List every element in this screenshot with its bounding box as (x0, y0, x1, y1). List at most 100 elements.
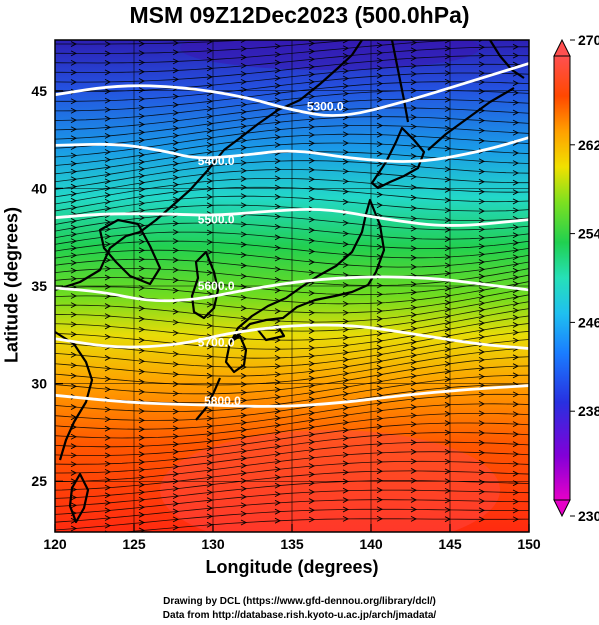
wind-arrow (410, 373, 418, 379)
wind-arrow (478, 488, 486, 495)
credit-data: Data from http://database.rish.kyoto-u.a… (162, 610, 437, 621)
streamline (55, 40, 253, 45)
wind-arrow (478, 287, 486, 294)
wind-arrow (206, 489, 214, 496)
wind-arrow (240, 62, 248, 69)
wind-arrow (376, 49, 384, 56)
wind-arrow (410, 468, 418, 474)
wind-arrow (172, 181, 180, 188)
wind-arrow (274, 450, 282, 457)
contour-5600.0 (55, 275, 529, 303)
wind-arrow (206, 47, 214, 54)
wind-arrow (308, 157, 316, 164)
wind-arrow (70, 302, 78, 309)
wind-arrow (376, 515, 384, 522)
wind-arrow (444, 332, 452, 339)
wind-arrow (138, 96, 146, 102)
wind-arrow (138, 466, 146, 473)
wind-arrow (70, 351, 78, 358)
wind-arrow (206, 149, 214, 155)
wind-arrow (478, 61, 486, 68)
colorbar-top-arrow (553, 38, 571, 57)
wind-arrow (342, 404, 350, 411)
wind-arrow (274, 43, 282, 50)
contour-label: 5700.0 (198, 336, 235, 350)
wind-arrow (104, 226, 112, 233)
wind-arrow (376, 487, 384, 494)
wind-arrow (308, 259, 316, 265)
wind-arrow (172, 229, 180, 236)
wind-arrow (444, 376, 452, 383)
wind-arrow (342, 83, 350, 89)
wind-arrow (70, 231, 78, 238)
wind-arrow (444, 319, 452, 326)
wind-arrow (172, 67, 180, 74)
wind-arrow (104, 79, 112, 85)
wind-arrow (274, 244, 282, 251)
wind-arrow (376, 423, 384, 430)
wind-arrow (206, 269, 214, 276)
wind-arrow (274, 175, 282, 182)
wind-arrow (70, 362, 78, 369)
wind-arrow (274, 517, 282, 524)
wind-arrow (410, 297, 418, 304)
wind-arrow (444, 420, 452, 426)
wind-arrow (444, 226, 452, 233)
wind-arrow (240, 315, 248, 322)
wind-arrow (512, 61, 520, 68)
wind-arrow (444, 236, 452, 243)
wind-arrow (410, 194, 418, 201)
wind-arrow (410, 318, 418, 325)
wind-arrow (342, 460, 350, 467)
coast-kyushu (224, 334, 248, 374)
wind-arrow (376, 80, 384, 87)
coast-hokkaido (370, 126, 426, 190)
wind-arrow (308, 93, 316, 100)
wind-arrow (308, 417, 316, 423)
wind-arrow (240, 231, 248, 238)
wind-arrow (206, 521, 214, 528)
wind-arrow (70, 183, 78, 190)
wind-arrow (274, 59, 282, 66)
wind-arrow (104, 178, 112, 185)
wind-arrow (444, 368, 452, 375)
wind-arrow (172, 508, 180, 515)
wind-arrow (206, 513, 214, 520)
wind-arrow (410, 153, 418, 160)
wind-arrow (274, 90, 282, 96)
wind-arrow (342, 241, 350, 248)
wind-arrow (206, 291, 214, 297)
wind-arrow (138, 214, 146, 221)
wind-arrow (104, 132, 112, 139)
wind-arrow (308, 124, 316, 130)
wind-arrow (240, 241, 248, 248)
wind-arrow (512, 322, 520, 328)
coast-china-south (55, 331, 94, 461)
wind-arrow (342, 131, 350, 138)
wind-arrow (138, 337, 146, 344)
wind-arrow (410, 47, 418, 54)
wind-arrow (308, 463, 316, 469)
wind-arrow (206, 202, 214, 209)
contour-5400.0 (55, 136, 529, 163)
wind-arrow (274, 223, 282, 230)
wind-arrow (512, 224, 520, 231)
wind-arrow (512, 232, 520, 239)
wind-arrow (309, 33, 314, 38)
wind-arrow (342, 349, 350, 356)
wind-arrow (104, 149, 112, 155)
wind-arrow (478, 273, 486, 280)
wind-arrow (308, 48, 316, 55)
wind-arrow (410, 55, 418, 62)
wind-arrow (172, 500, 180, 507)
wind-arrow (308, 237, 316, 244)
wind-arrow (478, 327, 486, 333)
wind-arrow (172, 319, 180, 326)
wind-arrow (138, 527, 146, 532)
wind-arrow (138, 265, 146, 272)
wind-arrow (342, 318, 350, 325)
wind-arrow (172, 361, 180, 368)
wind-arrow (342, 53, 350, 59)
wind-arrow (172, 189, 180, 195)
wind-arrow (478, 306, 486, 313)
